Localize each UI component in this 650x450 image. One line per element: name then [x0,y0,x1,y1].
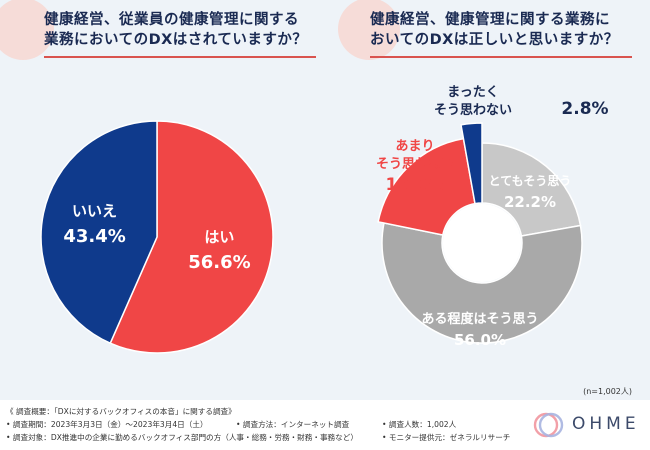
right-donut-chart: とてもそう思う22.2%ある程度はそう思う56.0%あまりそう思わない19.0%… [376,85,609,349]
footer-provider: • モニター提供元：ゼネラルリサーチ [382,433,511,442]
footer-respondents: • 調査人数：1,002人 [382,420,457,429]
pie-value-yes: 56.6% [188,252,250,273]
left-chart-title: 健康経営、従業員の健康管理に関する 業務においてのDXはされていますか？ [44,10,324,50]
right-title-line-2: おいてのDXは正しいと思いますか？ [370,32,619,48]
ohme-logo-icon [533,412,564,438]
donut-value-not-much: 19.0% [386,175,445,195]
right-title-line-1: 健康経営、健康管理に関する業務に [370,12,610,28]
donut-slice-somewhat [381,222,583,344]
donut-label-not-much-line-1: あまり [395,139,434,154]
donut-label-not-much-line-2: そう思わない [376,157,454,172]
left-title-underline [44,56,316,58]
pie-label-yes: はい [204,228,234,246]
footer-period: • 調査期間：2023年3月3日（金）～2023年3月4日（土） [6,420,208,429]
donut-slice-very [481,142,582,237]
donut-slice-not-much [377,137,476,236]
footer-target: • 調査対象：DX推進中の企業に勤めるバックオフィス部門の方（人事・総務・労務・… [6,433,358,442]
pie-value-no: 43.4% [63,226,125,247]
brand-name: OHME [572,414,640,434]
right-chart-title: 健康経営、健康管理に関する業務に おいてのDXは正しいと思いますか？ [370,10,640,50]
right-title-underline [370,56,632,58]
decor-circle-right [338,0,400,60]
donut-label-not-at-all-line-1: まったく [447,85,498,100]
donut-slice-not-at-all [460,122,483,205]
donut-label-somewhat-line-1: ある程度はそう思う [421,311,538,327]
donut-value-somewhat: 56.0% [454,331,506,349]
pie-label-no: いいえ [72,202,117,220]
left-title-line-2: 業務においてのDXはされていますか？ [44,32,308,48]
pie-slice-yes [109,120,274,354]
survey-footer: 《 調査概要：「DXに対するバックオフィスの本音」に関する調査》 • 調査期間：… [0,400,650,450]
donut-value-not-at-all: 2.8% [561,99,608,119]
sample-size-note: (n=1,002人) [583,387,632,396]
donut-value-very: 22.2% [504,193,556,211]
donut-label-very-line-1: とてもそう思う [489,174,572,188]
left-title-line-1: 健康経営、従業員の健康管理に関する [44,12,299,28]
ohme-logo: OHME [532,410,644,440]
footer-method: • 調査方法：インターネット調査 [236,420,350,429]
survey-card: 健康経営、従業員の健康管理に関する 業務においてのDXはされていますか？ 健康経… [0,0,640,396]
decor-circle-left [0,0,54,60]
footer-overview: 《 調査概要：「DXに対するバックオフィスの本音」に関する調査》 [6,407,236,416]
donut-label-not-at-all-line-2: そう思わない [434,103,512,118]
donut-hole [443,204,521,282]
left-pie-chart: はい 56.6% いいえ 43.4% [40,120,274,354]
pie-slice-no [40,120,158,345]
